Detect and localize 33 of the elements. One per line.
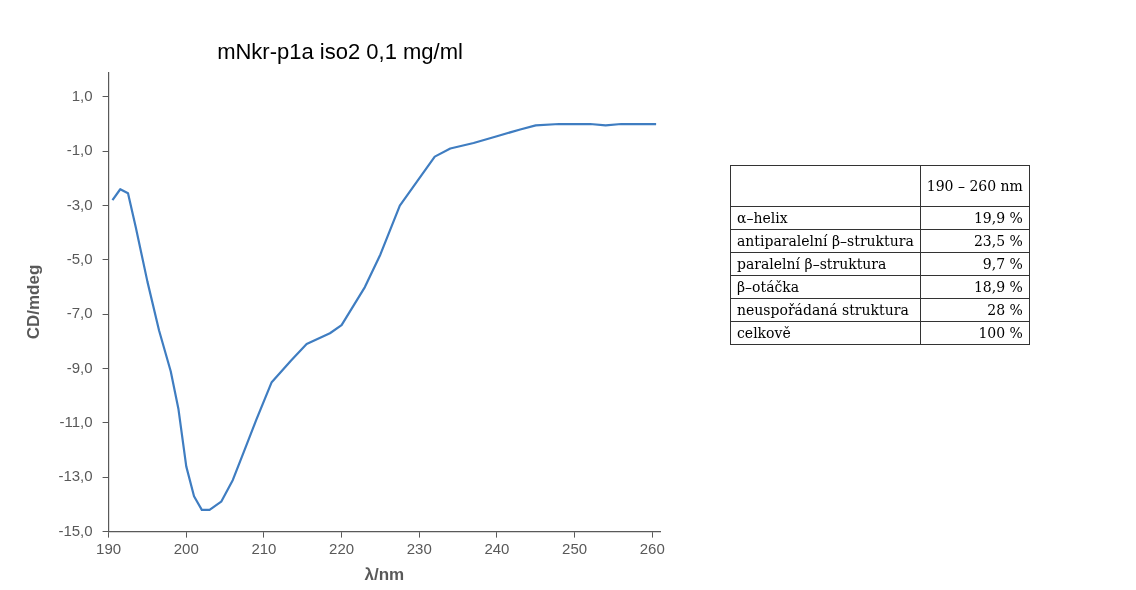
x-tick-label: 250 <box>562 539 588 557</box>
text: 19,9 % <box>973 210 1023 226</box>
x-tick-label: 210 <box>251 539 277 557</box>
x-tick-label: 200 <box>173 539 199 557</box>
text: 100 % <box>978 325 1023 341</box>
category-label: 190 – 260 nm <box>920 165 1030 207</box>
x-axis-title: λ/nm <box>364 565 405 585</box>
text: 18,9 % <box>973 279 1023 295</box>
y-tick-label: -15,0 <box>58 521 93 539</box>
y-tick-label: -7,0 <box>66 304 93 322</box>
y-tick-label: -5,0 <box>66 250 93 268</box>
y-tick-label: -9,0 <box>66 358 93 376</box>
y-tick-label: -3,0 <box>66 195 93 213</box>
text: 28 % <box>987 302 1023 318</box>
x-tick-label: 190 <box>96 539 122 557</box>
category-label: celkově <box>737 325 791 341</box>
y-tick-label: 1,0 <box>71 87 93 104</box>
text: 23,5 % <box>973 233 1023 249</box>
x-tick-label: 260 <box>639 539 665 557</box>
category-label: paralelní β–struktura <box>737 256 887 272</box>
y-tick-label: -11,0 <box>59 413 93 431</box>
category-label: β–otáčka <box>737 279 800 295</box>
category-label: antiparalelní β–struktura <box>737 233 914 249</box>
category-label: neuspořádaná struktura <box>737 302 909 318</box>
y-tick-label: -13,0 <box>58 467 93 485</box>
x-tick-label: 230 <box>406 539 432 557</box>
category-label: α–helix <box>737 210 788 226</box>
y-axis-title: CD/mdeg <box>23 264 43 340</box>
x-tick-label: 240 <box>484 539 510 557</box>
text: 9,7 % <box>982 256 1023 272</box>
x-tick-label: 220 <box>329 539 355 557</box>
chart-title: mNkr-p1a iso2 0,1 mg/ml <box>217 39 463 65</box>
y-tick-label: -1,0 <box>66 141 93 159</box>
